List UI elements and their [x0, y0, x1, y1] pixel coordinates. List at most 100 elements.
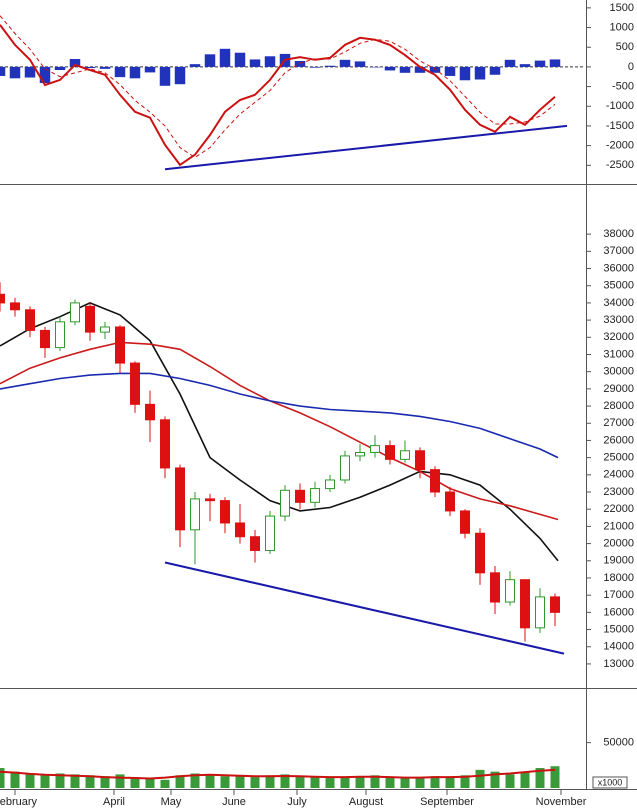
moving-average [0, 341, 559, 521]
candle-body [460, 510, 470, 534]
candle-body [160, 419, 170, 469]
candle-body [355, 451, 365, 457]
y-tick-label: 1500 [610, 2, 634, 14]
histogram-bar [489, 66, 501, 75]
y-tick-label: 18000 [603, 572, 634, 584]
histogram-bar [429, 66, 441, 73]
histogram-bar [519, 64, 531, 67]
histogram-bar [189, 64, 201, 67]
y-tick-label: 35000 [603, 280, 634, 292]
candle-body [475, 532, 485, 574]
candle-body [250, 536, 260, 551]
volume-average [0, 768, 556, 780]
trendline [164, 124, 568, 171]
candle-body [550, 596, 560, 613]
histogram-bar [204, 54, 216, 67]
y-tick-label: 15000 [603, 623, 634, 635]
candle-body [370, 445, 380, 453]
histogram-bar [144, 66, 156, 73]
candle-body [430, 469, 440, 493]
candle-body [385, 445, 395, 460]
volume-bar [40, 775, 50, 788]
x-tick-label: February [0, 796, 38, 808]
volume-bar [115, 774, 125, 788]
candle-body [235, 522, 245, 538]
x-tick-label: November [536, 796, 587, 808]
candle-body [40, 329, 50, 349]
candle-body [10, 302, 20, 311]
y-tick-label: 21000 [603, 520, 634, 532]
x-tick-label: July [287, 796, 307, 808]
y-tick-label: 24000 [603, 469, 634, 481]
histogram-bar [294, 61, 306, 67]
volume-bar [415, 777, 425, 788]
candle-body [130, 362, 140, 405]
histogram-bar [99, 66, 111, 69]
y-tick-label: -500 [612, 80, 634, 92]
volume-bar [325, 778, 335, 788]
histogram-bar [69, 59, 81, 67]
volume-bar [160, 779, 170, 788]
volume-bar [10, 771, 20, 788]
histogram-bar [309, 66, 321, 68]
y-tick-label: 25000 [603, 452, 634, 464]
candle-body [85, 305, 95, 333]
histogram-bar [549, 59, 561, 67]
histogram-bar [414, 66, 426, 73]
y-tick-label: 20000 [603, 537, 634, 549]
histogram-bar [9, 66, 21, 79]
y-tick-label: 16000 [603, 606, 634, 618]
candle-body [340, 455, 350, 481]
x-tick-label: September [420, 796, 474, 808]
histogram-bar [39, 66, 51, 84]
candle-body [0, 293, 5, 304]
volume-bar [25, 774, 35, 788]
volume-bar [100, 776, 110, 788]
volume-bar [505, 774, 515, 788]
candle-body [100, 326, 110, 333]
candle-body [445, 491, 455, 512]
histogram-bar [54, 66, 66, 71]
histogram-bar [219, 48, 231, 67]
y-tick-label: 38000 [603, 228, 634, 240]
candle-body [190, 498, 200, 531]
histogram-bar [24, 66, 36, 78]
histogram-bar [369, 66, 381, 68]
histogram-bar [444, 66, 456, 76]
volume-bar [310, 777, 320, 788]
y-tick-label: 23000 [603, 486, 634, 498]
y-tick-label: 30000 [603, 366, 634, 378]
volume-bar [385, 777, 395, 788]
candle-body [325, 479, 335, 490]
candle-body [280, 489, 290, 517]
histogram-bar [264, 56, 276, 67]
histogram-bar [84, 66, 96, 69]
histogram-bar [384, 66, 396, 71]
y-tick-label: 500 [616, 41, 634, 53]
histogram-bar [129, 66, 141, 79]
histogram-bar [159, 66, 171, 86]
histogram-bar [339, 59, 351, 67]
unit-box [592, 776, 628, 789]
candle-body [505, 579, 515, 603]
volume-bar [55, 773, 65, 788]
volume-bar [145, 778, 155, 788]
histogram-bar [249, 59, 261, 67]
volume-bar [70, 774, 80, 788]
macd-line [0, 24, 556, 167]
y-tick-label: -1000 [606, 100, 634, 112]
y-tick-label: 50000 [603, 737, 634, 749]
histogram-bar [234, 52, 246, 67]
y-tick-label: 32000 [603, 331, 634, 343]
candle-body [535, 596, 545, 629]
volume-bar [340, 777, 350, 788]
volume-bar [130, 777, 140, 788]
x-tick-label: April [103, 796, 125, 808]
y-tick-label: -2000 [606, 140, 634, 152]
volume-bar [520, 772, 530, 788]
volume-bar [235, 775, 245, 788]
volume-bar [295, 776, 305, 788]
candle-body [310, 488, 320, 503]
